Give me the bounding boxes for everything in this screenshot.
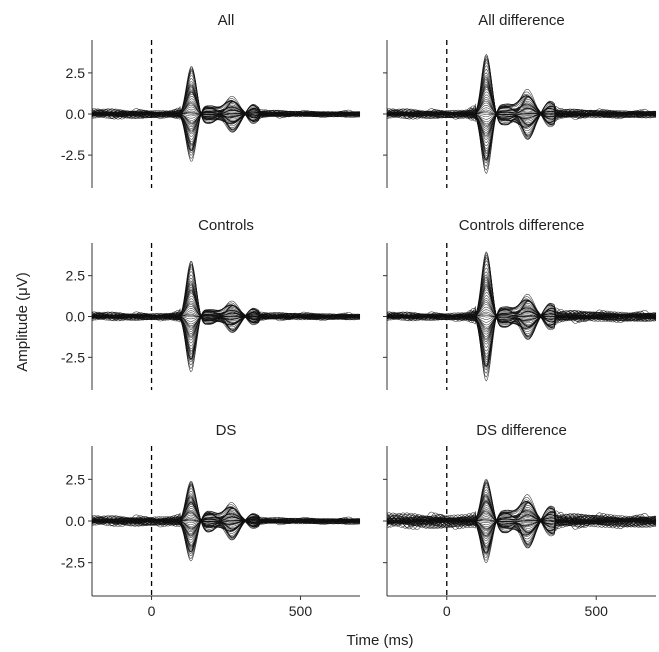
erp-trace — [386, 293, 657, 382]
x-tick-label: 0 — [443, 603, 451, 619]
erp-trace — [386, 263, 657, 336]
erp-trace — [387, 55, 657, 140]
panel-2: All difference — [383, 12, 657, 188]
erp-trace — [386, 481, 657, 548]
erp-trace — [91, 263, 361, 332]
erp-traces — [386, 53, 657, 174]
erp-trace — [91, 305, 361, 356]
erp-traces — [91, 260, 361, 373]
panel-title: DS — [216, 422, 237, 439]
erp-trace — [91, 68, 361, 132]
panel-4: Controls difference — [383, 217, 657, 390]
erp-trace — [386, 254, 657, 339]
panel-title: All — [218, 12, 235, 29]
y-tick-label: -2.5 — [61, 349, 85, 365]
erp-trace — [386, 478, 657, 549]
erp-trace — [91, 271, 361, 330]
y-tick-label: 2.5 — [66, 268, 86, 284]
erp-trace — [91, 260, 361, 333]
erp-trace — [386, 72, 657, 132]
erp-trace — [386, 57, 657, 139]
y-tick-label: -2.5 — [61, 555, 85, 571]
erp-trace — [386, 299, 657, 368]
panel-title: Controls — [198, 217, 254, 234]
erp-traces — [91, 66, 361, 162]
y-tick-label: 0.0 — [66, 309, 86, 325]
y-tick-label: 2.5 — [66, 65, 86, 81]
erp-trace — [91, 69, 361, 131]
panel-3: Controls 2.5 0.0 -2.5 — [61, 217, 361, 390]
erp-trace — [386, 482, 657, 547]
erp-trace — [92, 481, 361, 541]
erp-trace — [91, 483, 361, 540]
erp-trace — [386, 480, 657, 549]
y-tick-label: -2.5 — [61, 147, 85, 163]
x-tick-label: 0 — [148, 603, 156, 619]
x-axis-label: Time (ms) — [347, 632, 414, 649]
panel-1: All 2.5 0.0 -2.5 — [61, 12, 361, 188]
panel-5: DS 2.5 0.0 -2.5 0 500 — [61, 422, 361, 619]
x-tick-label: 500 — [585, 603, 609, 619]
y-tick-label: 2.5 — [66, 471, 86, 487]
erp-traces — [91, 480, 361, 562]
erp-trace — [91, 484, 361, 539]
erp-trace — [386, 256, 657, 338]
x-tick-label: 500 — [289, 603, 313, 619]
erp-trace — [91, 304, 361, 360]
erp-trace — [386, 260, 657, 337]
erp-traces — [386, 478, 657, 564]
erp-trace — [386, 258, 657, 338]
erp-trace — [91, 66, 361, 133]
erp-trace — [91, 488, 361, 537]
erp-trace — [91, 305, 361, 358]
erp-trace — [91, 75, 361, 130]
panel-6: DS difference 0 500 — [383, 422, 657, 619]
erp-trace — [91, 501, 361, 530]
panel-title: Controls difference — [459, 217, 585, 234]
y-axis-label: Amplitude (μV) — [14, 272, 31, 372]
erp-trace — [92, 262, 361, 333]
erp-trace — [386, 68, 657, 134]
erp-trace — [387, 252, 657, 340]
erp-trace — [386, 58, 657, 138]
erp-trace — [92, 67, 361, 133]
erp-trace — [386, 53, 657, 140]
panel-title: DS difference — [476, 422, 567, 439]
panel-title: All difference — [478, 12, 564, 29]
erp-trace — [91, 480, 361, 541]
erp-trace — [386, 251, 657, 340]
erp-trace — [386, 75, 657, 129]
erp-trace — [91, 265, 361, 332]
erp-trace — [91, 304, 361, 359]
y-tick-label: 0.0 — [66, 513, 86, 529]
erp-traces — [386, 251, 657, 382]
y-tick-label: 0.0 — [66, 106, 86, 122]
erp-trace — [386, 299, 657, 371]
